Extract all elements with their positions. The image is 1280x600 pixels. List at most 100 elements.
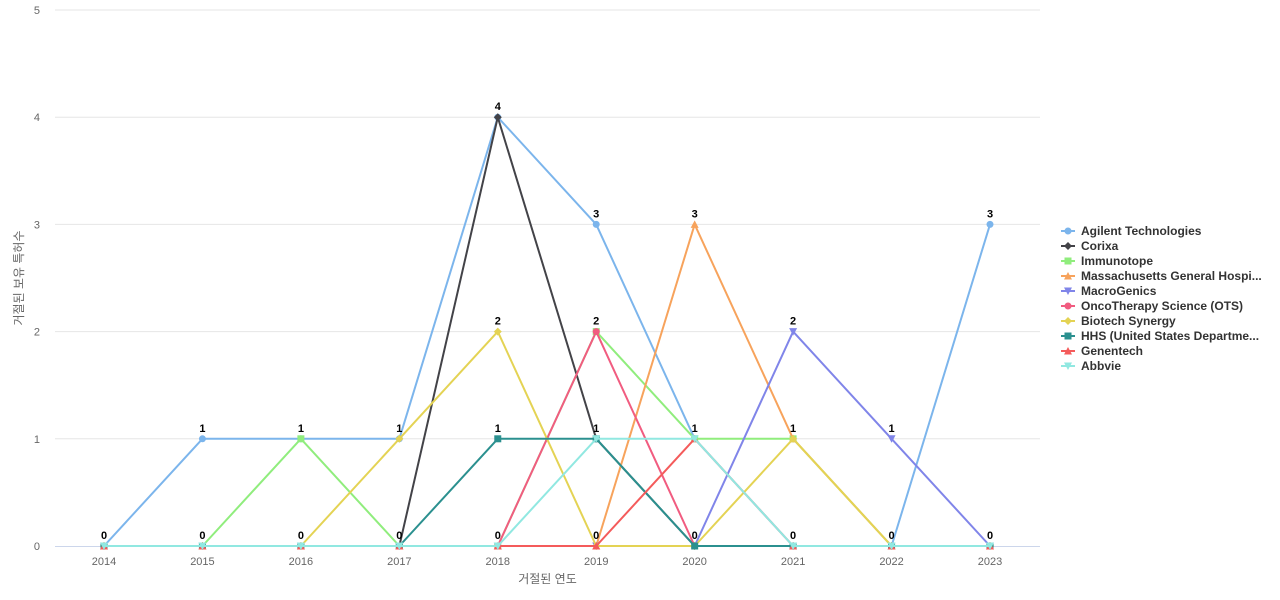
data-point: [395, 434, 404, 443]
data-label: 2: [593, 316, 599, 328]
x-tick-label: 2021: [781, 556, 805, 568]
data-point: [198, 435, 206, 443]
data-label: 1: [790, 423, 796, 435]
legend-marker: [1064, 227, 1072, 235]
data-point: [690, 435, 699, 443]
data-point: [691, 542, 699, 550]
data-labels: 0 1 0 1 0 1 0 4 2 1 0 3 2 1 0 3 1 0 2 1 0 1 0 3 0: [101, 101, 993, 542]
x-axis-ticks: 2014 2015 2016 2017 2018 2019 2020 2021 2022 2023: [92, 556, 1002, 568]
y-axis-title: 거절된 보유 특허수: [12, 231, 26, 326]
y-tick-label: 0: [34, 541, 40, 553]
data-label: 0: [888, 530, 894, 542]
x-tick-label: 2022: [879, 556, 903, 568]
y-tick-label: 2: [34, 327, 40, 339]
data-label: 4: [495, 101, 502, 113]
data-point: [690, 220, 699, 228]
legend-item[interactable]: Agilent Technologies: [1061, 224, 1202, 238]
data-point: [986, 542, 994, 550]
legend-label: Agilent Technologies: [1081, 224, 1202, 238]
data-label: 1: [692, 423, 698, 435]
legend-item[interactable]: MacroGenics: [1061, 284, 1157, 298]
data-point: [100, 542, 108, 550]
legend-marker: [1064, 362, 1072, 370]
x-tick-label: 2019: [584, 556, 608, 568]
x-tick-label: 2020: [682, 556, 706, 568]
data-point: [493, 113, 502, 122]
x-tick-label: 2016: [289, 556, 313, 568]
data-label: 3: [987, 208, 993, 220]
legend-marker: [1064, 317, 1072, 325]
legend-item[interactable]: Abbvie: [1061, 359, 1121, 373]
data-label: 1: [888, 423, 894, 435]
gridlines: [55, 9, 1040, 440]
data-point: [592, 328, 600, 336]
data-point: [789, 542, 798, 550]
data-point: [789, 434, 798, 443]
legend-item[interactable]: Genentech: [1061, 344, 1143, 358]
series-line: [104, 437, 990, 547]
y-axis-ticks: 0 1 2 3 4 5: [34, 5, 40, 553]
legend-marker: [1064, 257, 1072, 265]
data-point: [395, 542, 404, 550]
legend-label: Immunotope: [1081, 254, 1153, 268]
legend-item[interactable]: HHS (United States Departme...: [1061, 329, 1259, 343]
y-tick-label: 4: [34, 112, 40, 124]
legend-item[interactable]: Corixa: [1061, 239, 1119, 253]
data-point: [592, 220, 600, 228]
data-label: 1: [298, 423, 304, 435]
data-point: [493, 542, 502, 550]
data-point: [986, 220, 994, 228]
data-label: 0: [593, 530, 599, 542]
legend-marker: [1064, 272, 1072, 280]
data-label: 2: [790, 316, 796, 328]
x-tick-label: 2015: [190, 556, 214, 568]
legend: Agilent TechnologiesCorixaImmunotopeMass…: [1061, 224, 1262, 373]
data-label: 0: [987, 530, 993, 542]
data-label: 1: [495, 423, 501, 435]
legend-marker: [1064, 242, 1072, 250]
data-label: 0: [396, 530, 402, 542]
legend-marker: [1064, 287, 1072, 295]
legend-item[interactable]: Biotech Synergy: [1061, 314, 1176, 328]
legend-label: HHS (United States Departme...: [1081, 329, 1259, 343]
data-point: [887, 542, 896, 550]
legend-label: Corixa: [1081, 239, 1119, 253]
x-axis-title: 거절된 연도: [518, 572, 577, 586]
data-point: [198, 542, 207, 550]
y-tick-label: 5: [34, 5, 40, 17]
series-lines: [100, 113, 994, 550]
legend-label: Genentech: [1081, 344, 1143, 358]
data-label: 1: [199, 423, 205, 435]
data-point: [887, 435, 896, 443]
legend-item[interactable]: Immunotope: [1061, 254, 1153, 268]
data-point: [493, 327, 502, 336]
data-point: [592, 435, 601, 443]
data-point: [789, 328, 798, 336]
series-abbvie: [100, 435, 994, 550]
legend-marker: [1064, 302, 1072, 310]
legend-label: MacroGenics: [1081, 284, 1157, 298]
data-label: 3: [593, 208, 599, 220]
data-label: 3: [692, 208, 698, 220]
x-tick-label: 2014: [92, 556, 116, 568]
data-label: 1: [593, 423, 599, 435]
legend-label: Abbvie: [1081, 359, 1121, 373]
data-point: [296, 542, 305, 550]
x-tick-label: 2017: [387, 556, 411, 568]
legend-label: Biotech Synergy: [1081, 314, 1176, 328]
data-label: 0: [495, 530, 501, 542]
data-point: [494, 435, 502, 443]
data-label: 2: [495, 316, 501, 328]
data-point: [297, 435, 305, 443]
legend-item[interactable]: Massachusetts General Hospi...: [1061, 269, 1262, 283]
y-tick-label: 3: [34, 219, 40, 231]
legend-label: OncoTherapy Science (OTS): [1081, 299, 1243, 313]
data-label: 1: [396, 423, 402, 435]
legend-marker: [1064, 332, 1072, 340]
series-line: [104, 223, 990, 547]
data-label: 0: [298, 530, 304, 542]
x-tick-label: 2023: [978, 556, 1002, 568]
data-label: 0: [692, 530, 698, 542]
legend-item[interactable]: OncoTherapy Science (OTS): [1061, 299, 1243, 313]
